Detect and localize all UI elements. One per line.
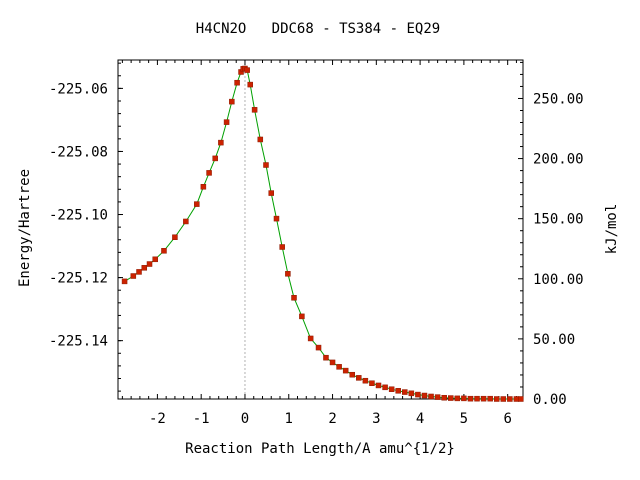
data-point bbox=[307, 335, 314, 342]
data-point bbox=[212, 155, 218, 162]
y-tick-label: -225.06 bbox=[49, 81, 108, 97]
data-point bbox=[402, 389, 408, 395]
data-point bbox=[229, 98, 235, 105]
data-point bbox=[183, 218, 189, 225]
data-point bbox=[315, 344, 322, 351]
data-point bbox=[268, 190, 274, 196]
plot-area: -2 -1 0 1 2 3 4 5 6 -225.06 -225.08 -225.10 -225.12 -… bbox=[49, 59, 584, 427]
data-point bbox=[194, 201, 200, 207]
data-point bbox=[467, 395, 474, 402]
data-point bbox=[121, 278, 128, 285]
data-point bbox=[247, 81, 253, 88]
x-tick-label: 2 bbox=[328, 411, 336, 427]
data-point bbox=[342, 367, 349, 374]
data-point bbox=[141, 265, 148, 271]
data-point bbox=[161, 248, 167, 254]
data-point bbox=[336, 364, 342, 370]
y-tick-label: -225.14 bbox=[49, 334, 108, 350]
data-point bbox=[299, 313, 305, 320]
data-point bbox=[273, 215, 280, 222]
data-point bbox=[234, 79, 240, 86]
chart-title: H4CN2O DDC68 - TS384 - EQ29 bbox=[196, 21, 440, 37]
data-point bbox=[375, 382, 382, 389]
y-tick-label: -225.08 bbox=[49, 144, 108, 160]
data-point bbox=[323, 354, 329, 361]
data-point bbox=[493, 396, 500, 402]
data-point bbox=[329, 359, 336, 366]
data-point bbox=[206, 170, 212, 176]
data-point bbox=[448, 395, 454, 401]
data-point bbox=[362, 377, 369, 384]
x-tick-label: 0 bbox=[241, 411, 249, 427]
data-point bbox=[507, 396, 513, 402]
data-point bbox=[480, 395, 487, 402]
data-point bbox=[172, 234, 178, 240]
data-point bbox=[518, 396, 524, 402]
data-point bbox=[454, 395, 461, 402]
data-point bbox=[356, 375, 362, 381]
data-point bbox=[146, 261, 153, 267]
data-point bbox=[136, 269, 142, 275]
data-point bbox=[461, 395, 467, 402]
data-point bbox=[218, 139, 224, 146]
y-tick-label: -225.12 bbox=[49, 271, 108, 287]
data-point bbox=[251, 107, 258, 113]
data-point bbox=[152, 256, 158, 263]
data-point bbox=[500, 396, 507, 402]
data-point bbox=[349, 371, 355, 378]
data-point bbox=[369, 380, 375, 386]
data-point bbox=[434, 394, 441, 400]
data-point bbox=[223, 119, 230, 125]
data-point bbox=[487, 395, 493, 402]
data-point bbox=[279, 244, 285, 250]
x-tick-label: 4 bbox=[416, 411, 424, 427]
data-point bbox=[428, 393, 434, 400]
x-tick-label: -2 bbox=[149, 411, 166, 427]
data-point bbox=[291, 295, 297, 301]
x-tick-label: 3 bbox=[372, 411, 380, 427]
x-tick-label: 1 bbox=[285, 411, 293, 427]
data-point bbox=[474, 395, 480, 402]
x-tick-label: -1 bbox=[193, 411, 210, 427]
data-point bbox=[395, 388, 401, 394]
y-axis-label: Energy/Hartree bbox=[17, 169, 33, 287]
x-axis-label: Reaction Path Length/A amu^{1/2} bbox=[185, 441, 455, 457]
x-tick-label: 5 bbox=[460, 411, 468, 427]
data-point bbox=[257, 136, 264, 143]
data-point bbox=[263, 162, 269, 168]
y2-tick-label: 100.00 bbox=[533, 272, 584, 288]
data-point bbox=[285, 271, 291, 277]
data-point bbox=[408, 390, 415, 397]
x-tick-label: 6 bbox=[503, 411, 511, 427]
y2-tick-label: 0.00 bbox=[533, 392, 567, 408]
y2-tick-label: 150.00 bbox=[533, 212, 584, 228]
y2-tick-label: 200.00 bbox=[533, 152, 584, 168]
data-point bbox=[200, 184, 207, 190]
data-point bbox=[415, 391, 421, 398]
data-point bbox=[130, 273, 137, 279]
data-point bbox=[441, 394, 447, 401]
y2-axis-label: kJ/mol bbox=[604, 204, 620, 255]
y2-tick-label: 250.00 bbox=[533, 91, 584, 107]
data-point bbox=[388, 386, 395, 392]
data-point bbox=[421, 392, 428, 399]
energy-curve bbox=[124, 67, 521, 400]
y-tick-label: -225.10 bbox=[49, 208, 108, 224]
data-point bbox=[244, 67, 250, 73]
plot-frame bbox=[117, 59, 524, 400]
y2-tick-label: 50.00 bbox=[533, 332, 575, 348]
data-point bbox=[382, 384, 388, 391]
